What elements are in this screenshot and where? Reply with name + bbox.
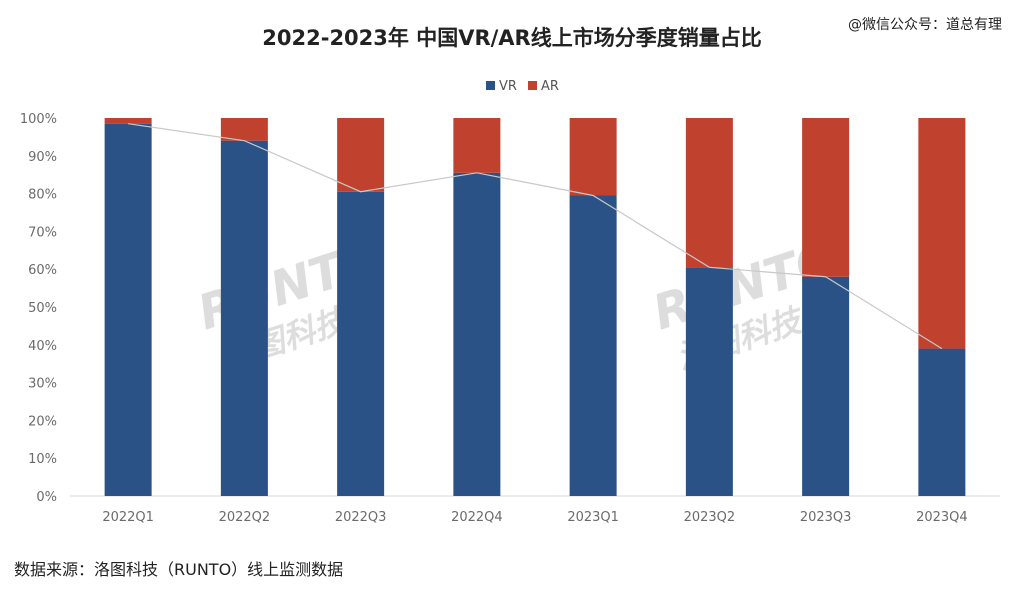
bar-ar [337,118,385,192]
y-tick-label: 70% [28,225,57,240]
x-tick-label: 2022Q1 [102,510,154,525]
x-tick-label: 2022Q2 [219,510,271,525]
y-tick-label: 40% [28,339,57,354]
y-tick-label: 80% [28,188,57,203]
bar-ar [918,118,966,349]
x-tick-label: 2023Q3 [800,510,852,525]
bar-vr [220,140,268,496]
bar-ar [802,118,850,277]
y-tick-label: 60% [28,263,57,278]
y-tick-label: 100% [20,112,57,127]
y-tick-label: 50% [28,301,57,316]
bar-ar [104,118,152,124]
legend-label-ar: AR [541,79,559,94]
x-tick-label: 2023Q2 [684,510,736,525]
legend-label-vr: VR [499,79,517,94]
bar-ar [453,118,501,173]
y-tick-label: 30% [28,377,57,392]
bar-vr [337,191,385,496]
bar-vr [918,348,966,496]
chart-title: 2022-2023年 中国VR/AR线上市场分季度销量占比 [262,26,762,50]
data-source-note: 数据来源：洛图科技（RUNTO）线上监测数据 [14,560,344,579]
vr-trend-line [128,123,943,350]
x-tick-label: 2022Q4 [451,510,503,525]
bar-vr [569,195,617,497]
bar-vr [802,276,850,496]
x-tick-label: 2023Q4 [916,510,968,525]
vr-trend-polyline [128,123,943,350]
y-tick-label: 20% [28,414,57,429]
y-tick-label: 90% [28,150,57,165]
bar-vr [104,123,152,497]
legend-swatch-vr [486,81,495,90]
bars [104,118,966,497]
bar-ar [569,118,617,196]
y-tick-label: 10% [28,452,57,467]
chart-axes: 0% 10% 20% 30% 40% 50% 60% 70% 80% 90% 100% 2022Q1 2… [20,112,1000,525]
bar-ar [220,118,268,141]
wechat-credit: @微信公众号：道总有理 [848,17,1002,33]
legend: VR AR [486,79,559,94]
bar-vr [453,172,501,496]
x-tick-label: 2023Q1 [567,510,619,525]
bar-vr [685,267,733,496]
x-tick-label: 2022Q3 [335,510,387,525]
y-tick-label: 0% [36,490,57,505]
bar-ar [685,118,733,268]
legend-swatch-ar [528,81,537,90]
